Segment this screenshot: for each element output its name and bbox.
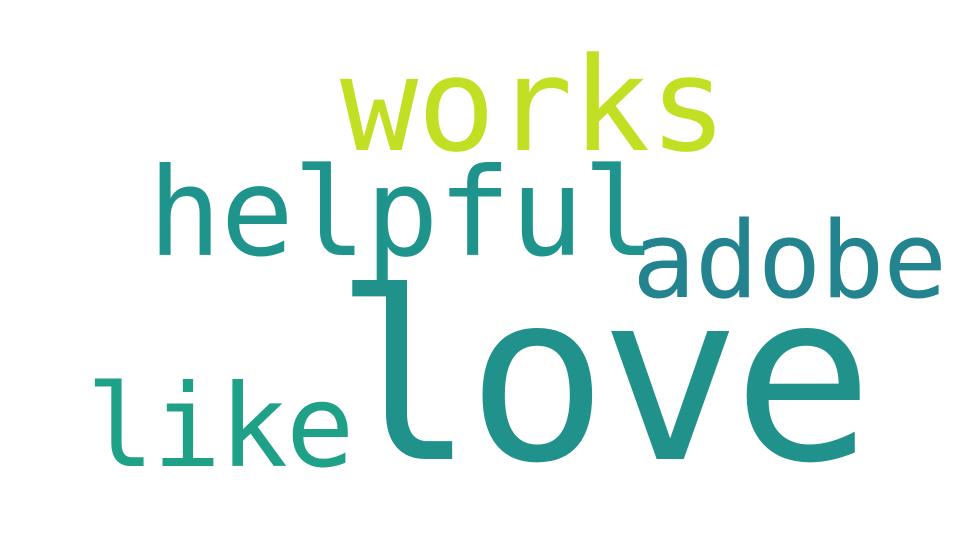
word-like: like xyxy=(86,360,355,493)
word-works: works xyxy=(340,29,727,181)
word-helpful: helpful xyxy=(148,142,656,284)
word-adobe: adobe xyxy=(632,199,947,322)
word-love: love xyxy=(334,243,874,515)
